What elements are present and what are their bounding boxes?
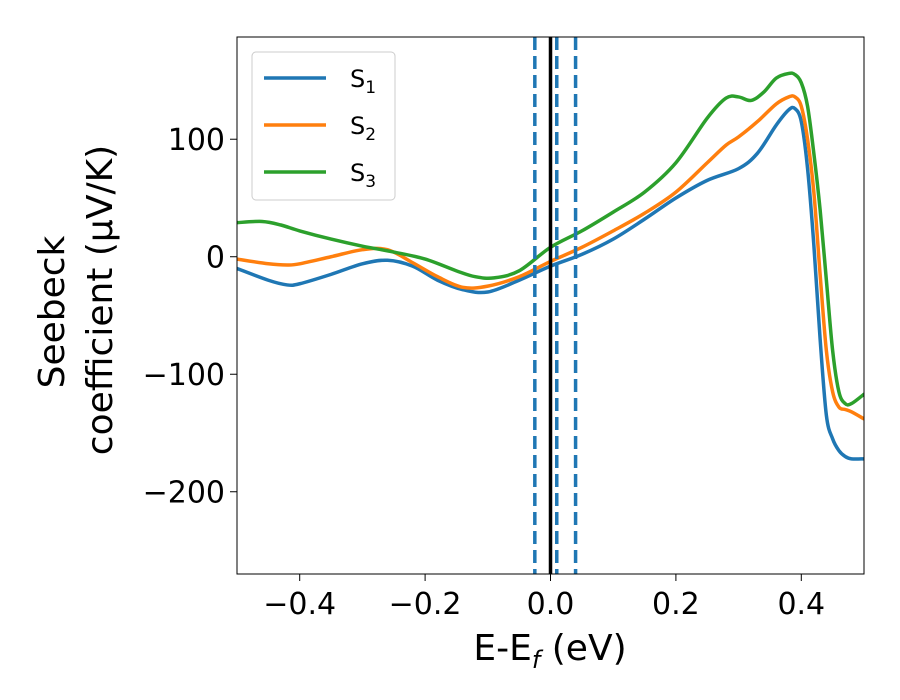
y-axis-label-line1: Seebeck — [32, 235, 73, 388]
y-tick-label: −200 — [143, 476, 225, 511]
y-tick-label: 100 — [168, 123, 225, 158]
y-axis-label-line2: coefficient (μV/K) — [80, 145, 121, 455]
series-line-s1 — [237, 105, 864, 461]
x-tick-label: 0.2 — [652, 587, 700, 622]
x-axis-label: E-Ef (eV) — [473, 628, 626, 674]
y-tick-label: −100 — [143, 358, 225, 393]
reference-lines-layer — [533, 37, 578, 574]
x-tick-label: 0.4 — [777, 587, 825, 622]
legend-label-s3: S3 — [350, 159, 376, 192]
x-tick-label: −0.4 — [263, 587, 336, 622]
legend-label-s1: S1 — [350, 65, 376, 98]
x-tick-label: −0.2 — [389, 587, 462, 622]
legend: S1 S2 S3 — [251, 51, 396, 201]
y-axis: −200 −100 0 100 — [143, 123, 237, 511]
series-line-s3 — [237, 71, 864, 407]
y-tick-label: 0 — [206, 241, 225, 276]
legend-label-s2: S2 — [350, 112, 376, 145]
x-tick-label: 0.0 — [527, 587, 575, 622]
series-layer — [237, 71, 864, 461]
x-axis: −0.4 −0.2 0.0 0.2 0.4 — [263, 574, 825, 622]
